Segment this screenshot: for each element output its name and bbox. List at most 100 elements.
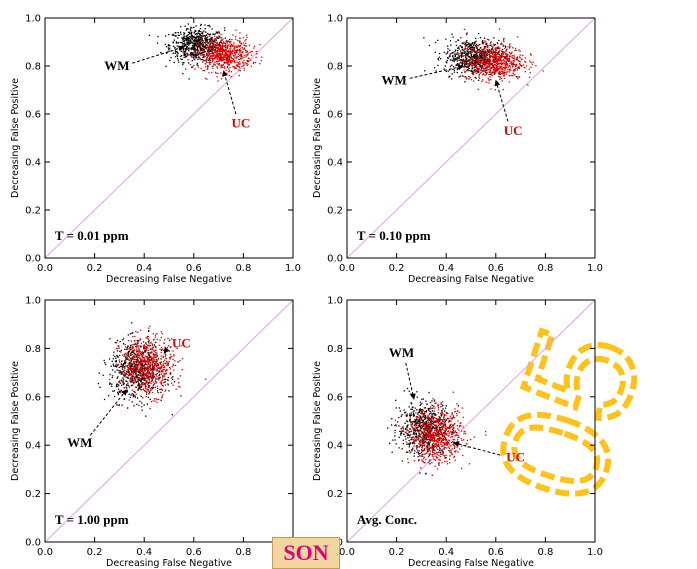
x-tick-label: 0.2	[87, 547, 103, 558]
data-point	[489, 57, 491, 59]
data-point	[412, 436, 414, 438]
data-point	[168, 361, 170, 363]
data-point	[146, 403, 148, 405]
data-point	[509, 47, 511, 49]
data-point	[449, 53, 451, 55]
diagonal-line	[346, 299, 596, 543]
data-point	[138, 369, 140, 372]
data-point	[405, 411, 407, 413]
data-point	[471, 51, 474, 53]
data-point	[194, 45, 196, 48]
data-point	[202, 31, 204, 33]
data-point	[168, 350, 171, 352]
data-point	[220, 41, 222, 43]
data-point	[421, 440, 424, 442]
data-point	[148, 329, 150, 332]
data-point	[419, 440, 421, 442]
data-point	[166, 379, 168, 381]
data-point	[451, 442, 453, 444]
data-point	[472, 70, 474, 72]
data-point	[428, 443, 431, 445]
data-point	[509, 65, 511, 67]
data-point	[410, 412, 413, 414]
data-point	[461, 55, 463, 57]
data-point	[139, 368, 141, 370]
data-point	[214, 50, 216, 52]
data-point	[206, 46, 208, 49]
data-point	[216, 45, 218, 47]
data-point	[482, 40, 484, 43]
data-point	[193, 26, 195, 28]
data-point	[394, 435, 396, 437]
data-point	[454, 49, 457, 51]
data-point	[141, 379, 143, 381]
data-point	[130, 370, 133, 372]
data-point	[500, 54, 502, 56]
data-point	[196, 46, 199, 48]
data-point	[228, 58, 230, 60]
data-point	[120, 391, 122, 393]
data-point	[140, 345, 142, 347]
data-point	[164, 356, 167, 358]
data-point	[462, 63, 464, 65]
data-point	[113, 395, 116, 398]
data-point	[143, 404, 145, 406]
data-point	[152, 370, 154, 373]
data-point	[146, 364, 148, 366]
x-tick-label: 0.6	[488, 263, 504, 274]
data-point	[130, 362, 133, 365]
data-point	[482, 54, 484, 57]
data-point	[122, 381, 125, 383]
data-point	[451, 59, 453, 61]
data-point	[204, 35, 207, 37]
data-point	[147, 335, 149, 338]
panel-label: T = 0.01 ppm	[55, 228, 129, 243]
data-point	[472, 73, 475, 76]
data-point	[464, 44, 466, 46]
data-point	[201, 35, 204, 37]
data-point	[484, 67, 486, 69]
data-point	[139, 361, 141, 363]
data-point	[199, 46, 201, 48]
data-point	[136, 361, 138, 363]
data-point	[137, 378, 139, 380]
data-point	[230, 43, 232, 45]
data-point	[160, 358, 162, 360]
data-point	[121, 372, 123, 375]
data-point	[480, 71, 482, 73]
data-point	[469, 76, 471, 79]
data-point	[131, 368, 133, 370]
panel-label: T = 0.10 ppm	[357, 228, 431, 243]
data-point	[161, 379, 163, 381]
data-point	[189, 33, 191, 35]
data-point	[132, 362, 135, 364]
data-point	[239, 37, 241, 39]
data-point	[395, 423, 397, 426]
data-point	[187, 41, 189, 43]
data-point	[103, 359, 105, 362]
data-point	[448, 446, 450, 448]
data-point	[186, 40, 188, 42]
data-point	[220, 42, 223, 44]
data-point	[473, 69, 476, 72]
data-point	[454, 55, 456, 57]
data-point	[172, 33, 174, 35]
data-point	[210, 41, 212, 43]
data-point	[456, 432, 458, 434]
data-point	[399, 410, 401, 412]
data-point	[136, 350, 139, 352]
data-point	[142, 345, 144, 347]
data-point	[190, 26, 192, 28]
data-point	[436, 420, 439, 422]
data-point	[504, 69, 506, 72]
data-point	[445, 38, 447, 40]
data-point	[212, 45, 214, 47]
data-point	[516, 57, 518, 59]
data-point	[190, 41, 193, 43]
data-point	[223, 67, 226, 69]
data-point	[166, 364, 169, 366]
data-point	[429, 425, 431, 428]
data-point	[159, 362, 161, 364]
data-point	[464, 46, 466, 48]
data-point	[149, 375, 151, 378]
